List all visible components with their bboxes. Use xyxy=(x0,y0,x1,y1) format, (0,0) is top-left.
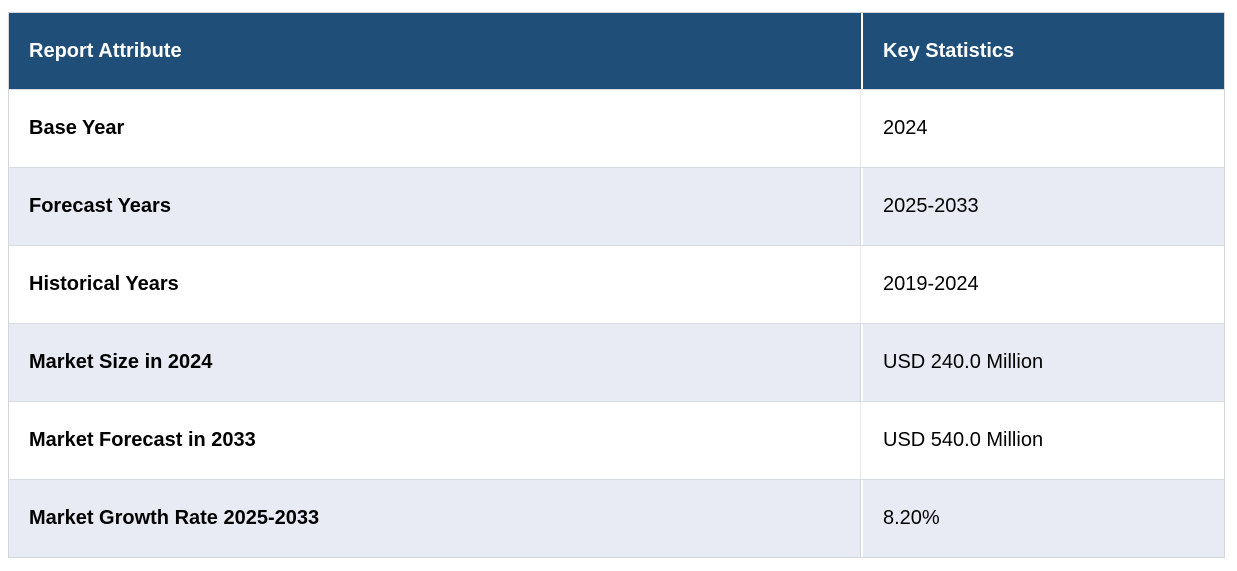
table-row-growth-rate: Market Growth Rate 2025-2033 8.20% xyxy=(9,479,1224,557)
attribute-cell: Market Size in 2024 xyxy=(9,324,861,401)
value-cell: USD 540.0 Million xyxy=(861,402,1224,479)
value-cell: USD 240.0 Million xyxy=(861,324,1224,401)
table-row-market-forecast: Market Forecast in 2033 USD 540.0 Millio… xyxy=(9,401,1224,479)
table-row-forecast-years: Forecast Years 2025-2033 xyxy=(9,167,1224,245)
attribute-cell: Market Forecast in 2033 xyxy=(9,402,861,479)
table-header-row: Report Attribute Key Statistics xyxy=(9,13,1224,89)
value-cell: 2025-2033 xyxy=(861,168,1224,245)
attribute-cell: Forecast Years xyxy=(9,168,861,245)
column-header-report-attribute: Report Attribute xyxy=(9,13,861,89)
value-cell: 2019-2024 xyxy=(861,246,1224,323)
report-attributes-table: Report Attribute Key Statistics Base Yea… xyxy=(8,12,1225,558)
attribute-cell: Market Growth Rate 2025-2033 xyxy=(9,480,861,557)
attribute-cell: Base Year xyxy=(9,90,861,167)
table-row-market-size: Market Size in 2024 USD 240.0 Million xyxy=(9,323,1224,401)
table-row-historical-years: Historical Years 2019-2024 xyxy=(9,245,1224,323)
value-cell: 8.20% xyxy=(861,480,1224,557)
value-cell: 2024 xyxy=(861,90,1224,167)
attribute-cell: Historical Years xyxy=(9,246,861,323)
table-row-base-year: Base Year 2024 xyxy=(9,89,1224,167)
column-header-key-statistics: Key Statistics xyxy=(861,13,1224,89)
